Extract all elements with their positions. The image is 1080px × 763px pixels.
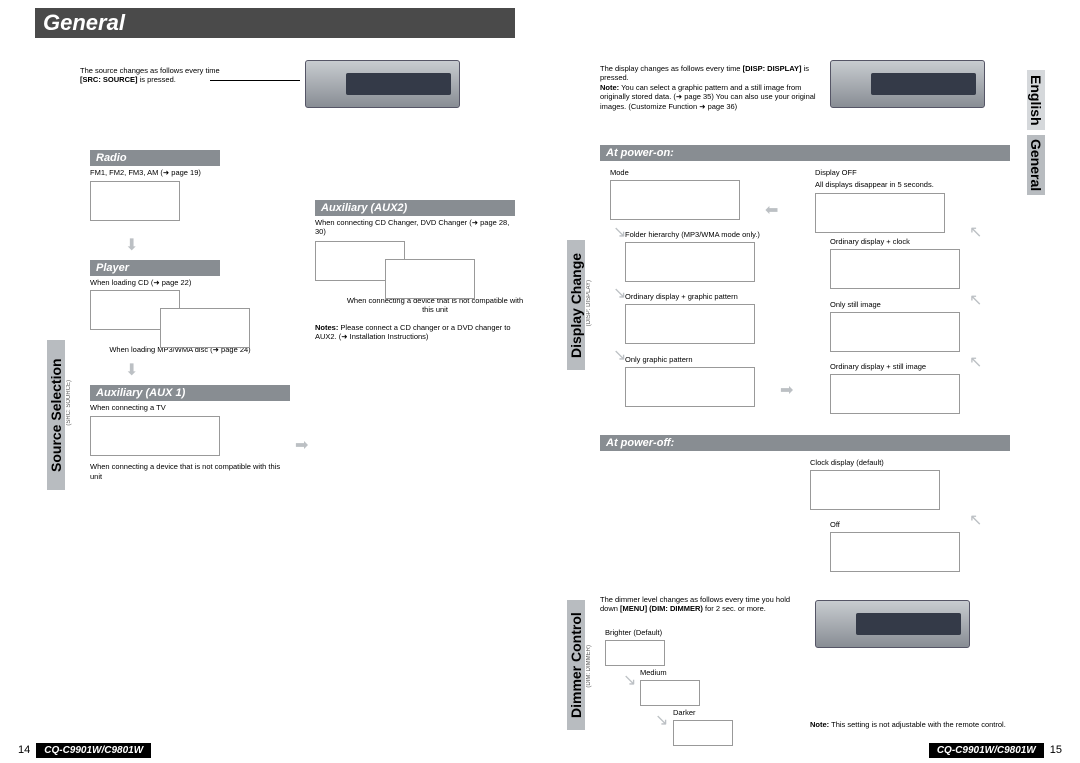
arrow-icon: [125, 360, 138, 380]
display-off-sub: All displays disappear in 5 seconds.: [815, 180, 945, 189]
page-number-right: 15: [1050, 744, 1062, 756]
text-bold: Notes:: [315, 323, 338, 332]
ordinary-still-box: [830, 374, 960, 414]
brighter-label: Brighter (Default): [605, 628, 665, 637]
text: The display changes as follows every tim…: [600, 64, 743, 73]
text: Please connect a CD changer or a DVD cha…: [315, 323, 511, 341]
mode-box: [610, 180, 740, 220]
arrow-icon: [780, 380, 793, 400]
text: You can select a graphic pattern and a s…: [600, 83, 816, 111]
only-still-label: Only still image: [830, 300, 960, 309]
ordinary-graphic-box: [625, 304, 755, 344]
aux2-header: Auxiliary (AUX2): [315, 200, 515, 216]
arrow-icon: [125, 235, 138, 255]
aux1-header: Auxiliary (AUX 1): [90, 385, 290, 401]
page-header: General: [35, 8, 515, 38]
dimmer-note: Note: This setting is not adjustable wit…: [810, 720, 1010, 729]
side-tab-dimmer-control: Dimmer Control: [567, 600, 585, 730]
aux2-notes: Notes: Please connect a CD changer or a …: [315, 323, 515, 342]
side-tab-display-change: Display Change: [567, 240, 585, 370]
only-still-box: [830, 312, 960, 352]
radio-text: FM1, FM2, FM3, AM (➜ page 19): [90, 168, 270, 177]
side-tab-dimmer-control-sub: (DIM: DIMMER): [586, 645, 594, 688]
right-page: English General Display Change (DISP: DI…: [555, 40, 1045, 730]
folder-label: Folder hierarchy (MP3/WMA mode only.): [625, 230, 760, 239]
brighter-box: [605, 640, 665, 666]
source-intro: The source changes as follows every time…: [80, 66, 280, 85]
device-image: [305, 60, 460, 108]
text: is pressed.: [138, 75, 176, 84]
only-graphic-label: Only graphic pattern: [625, 355, 755, 364]
darker-label: Darker: [673, 708, 733, 717]
side-tab-general: General: [1027, 135, 1045, 195]
ordinary-clock-box: [830, 249, 960, 289]
ordinary-clock-label: Ordinary display + clock: [830, 237, 960, 246]
medium-box: [640, 680, 700, 706]
display-intro: The display changes as follows every tim…: [600, 64, 820, 111]
clock-default-box: [810, 470, 940, 510]
left-page: Source Selection (SRC: SOURCE) The sourc…: [35, 40, 525, 730]
page-number-left: 14: [18, 744, 30, 756]
display-off-label: Display OFF: [815, 168, 945, 177]
device-image: [830, 60, 985, 108]
text-bold: Note:: [810, 720, 829, 729]
player-header: Player: [90, 260, 220, 276]
darker-box: [673, 720, 733, 746]
only-graphic-box: [625, 367, 755, 407]
medium-label: Medium: [640, 668, 700, 677]
ordinary-still-label: Ordinary display + still image: [830, 362, 960, 371]
footer-right: CQ-C9901W/C9801W 15: [929, 742, 1068, 758]
power-off-header: At power-off:: [600, 435, 1010, 451]
clock-default-label: Clock display (default): [810, 458, 940, 467]
side-tab-source-selection: Source Selection: [47, 340, 65, 490]
aux1-text2: When connecting a device that is not com…: [90, 462, 290, 481]
side-tab-source-selection-sub: (SRC: SOURCE): [66, 380, 74, 426]
device-image: [815, 600, 970, 648]
off-box: [830, 532, 960, 572]
arrow-icon: ↘: [655, 710, 668, 730]
off-label: Off: [830, 520, 960, 529]
text: The source changes as follows every time: [80, 66, 220, 75]
display-off-box: [815, 193, 945, 233]
aux1-text1: When connecting a TV: [90, 403, 290, 412]
text: for 2 sec. or more.: [703, 604, 766, 613]
arrow-icon: [765, 200, 778, 220]
radio-display-box: [90, 181, 180, 221]
model-label: CQ-C9901W/C9801W: [36, 743, 151, 758]
aux2-box2: [385, 259, 475, 299]
arrow-icon: ↖: [969, 290, 982, 310]
arrow-icon: [295, 435, 308, 455]
ordinary-graphic-label: Ordinary display + graphic pattern: [625, 292, 755, 301]
text-bold: [MENU] (DIM: DIMMER): [620, 604, 703, 613]
aux2-text1: When connecting CD Changer, DVD Changer …: [315, 218, 515, 237]
leader-line: [210, 80, 300, 81]
arrow-icon: ↖: [969, 352, 982, 372]
text: This setting is not adjustable with the …: [829, 720, 1006, 729]
player-text1: When loading CD (➜ page 22): [90, 278, 270, 287]
arrow-icon: ↖: [969, 510, 982, 530]
side-tab-english: English: [1027, 70, 1045, 130]
footer-left: 14 CQ-C9901W/C9801W: [12, 742, 151, 758]
text-bold: [SRC: SOURCE]: [80, 75, 138, 84]
dimmer-intro: The dimmer level changes as follows ever…: [600, 595, 810, 614]
player-box2: [160, 308, 250, 348]
power-on-header: At power-on:: [600, 145, 1010, 161]
arrow-icon: ↖: [969, 222, 982, 242]
radio-header: Radio: [90, 150, 220, 166]
folder-box: [625, 242, 755, 282]
mode-label: Mode: [610, 168, 740, 177]
text-bold: Note:: [600, 83, 619, 92]
text-bold: [DISP: DISPLAY]: [743, 64, 802, 73]
side-tab-display-change-sub: (DISP: DISPLAY): [586, 280, 594, 326]
aux1-box: [90, 416, 220, 456]
model-label: CQ-C9901W/C9801W: [929, 743, 1044, 758]
arrow-icon: ↘: [623, 670, 636, 690]
